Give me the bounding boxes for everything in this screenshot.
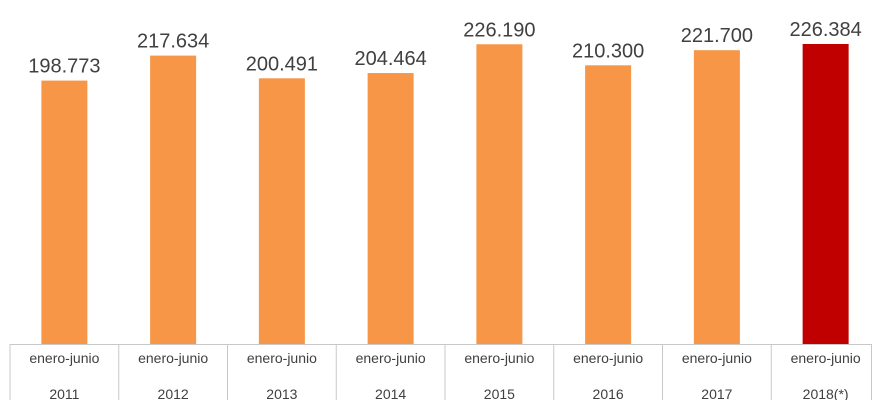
bar-2012 bbox=[150, 55, 197, 344]
category-label-line1: enero-junio bbox=[29, 350, 99, 366]
category-label-line1: enero-junio bbox=[791, 350, 861, 366]
category-label-line1: enero-junio bbox=[682, 350, 752, 366]
bar-2015 bbox=[476, 44, 523, 344]
bar-2013 bbox=[258, 78, 305, 344]
value-label-2012: 217.634 bbox=[137, 31, 209, 53]
category-label-line2: 2014 bbox=[375, 386, 406, 400]
category-label-line1: enero-junio bbox=[464, 350, 534, 366]
category-axis: enero-junio 2011 enero-junio 2012 enero-juni… bbox=[9, 344, 872, 400]
category-label-line1: enero-junio bbox=[356, 350, 426, 366]
value-label-2015: 226.190 bbox=[463, 19, 535, 41]
value-label-2018(*): 226.384 bbox=[789, 19, 861, 41]
category-label-line2: 2017 bbox=[701, 386, 732, 400]
value-label-2013: 200.491 bbox=[246, 53, 318, 75]
value-label-2016: 210.300 bbox=[572, 40, 644, 62]
bar-2011 bbox=[41, 80, 88, 344]
category-label-line1: enero-junio bbox=[247, 350, 317, 366]
value-labels-group: 198.773 217.634 200.491 204.464 226.190 210.3… bbox=[28, 19, 862, 78]
bar-2014 bbox=[367, 73, 414, 345]
value-label-2017: 221.700 bbox=[681, 25, 753, 47]
category-label-line2: 2012 bbox=[158, 386, 189, 400]
value-label-2014: 204.464 bbox=[354, 48, 426, 70]
bar-2018(*) bbox=[802, 44, 849, 344]
value-label-2011: 198.773 bbox=[28, 56, 100, 78]
category-label-line1: enero-junio bbox=[138, 350, 208, 366]
category-label-line1: enero-junio bbox=[573, 350, 643, 366]
category-label-line2: 2011 bbox=[49, 386, 79, 400]
category-label-line2: 2016 bbox=[593, 386, 624, 400]
bar-2016 bbox=[585, 65, 632, 344]
category-label-line2: 2013 bbox=[266, 386, 297, 400]
bar-2017 bbox=[693, 50, 740, 345]
category-label-line2: 2015 bbox=[484, 386, 515, 400]
bars-group bbox=[41, 44, 849, 345]
category-label-line2: 2018(*) bbox=[803, 386, 849, 400]
